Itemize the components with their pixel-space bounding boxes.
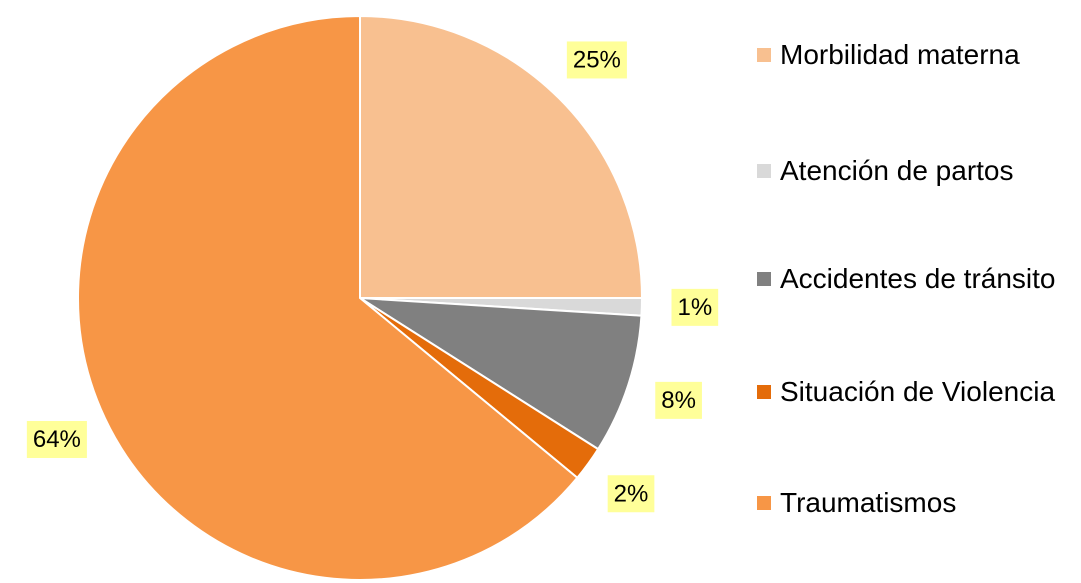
data-label: 64% [26, 420, 87, 458]
data-label-text: 8% [661, 387, 696, 414]
legend-label: Morbilidad materna [780, 39, 1020, 70]
legend-item: Situación de Violencia [757, 369, 1057, 415]
legend-label: Situación de Violencia [780, 376, 1056, 407]
data-label-text: 1% [677, 294, 712, 321]
legend-item: Morbilidad materna [757, 32, 1057, 78]
data-label-text: 64% [33, 426, 81, 453]
data-label-text: 25% [573, 46, 621, 73]
legend-item: Traumatismos [757, 480, 1057, 526]
data-label-bg [26, 420, 87, 458]
pie-slice [359, 297, 643, 451]
legend-label: Atención de partos [780, 155, 1014, 186]
legend-swatch [757, 496, 771, 510]
pie-slice [359, 14, 644, 299]
legend-label: Traumatismos [780, 487, 957, 518]
legend-swatch [757, 385, 771, 399]
legend-swatch [757, 272, 771, 286]
data-label-bg [566, 41, 627, 79]
pie-slice [77, 14, 579, 581]
data-label: 8% [655, 381, 702, 419]
legend-swatch [757, 48, 771, 62]
legend-label: Accidentes de tránsito [780, 263, 1056, 294]
data-label-bg [607, 475, 655, 513]
data-label: 1% [671, 288, 719, 326]
data-label-bg [655, 381, 702, 419]
data-label: 2% [607, 475, 655, 513]
data-label: 25% [566, 41, 627, 79]
data-label-bg [671, 288, 719, 326]
legend-swatch [757, 164, 771, 178]
legend-item: Accidentes de tránsito [757, 256, 1057, 302]
data-label-text: 2% [614, 480, 649, 507]
legend-item: Atención de partos [757, 148, 1057, 194]
